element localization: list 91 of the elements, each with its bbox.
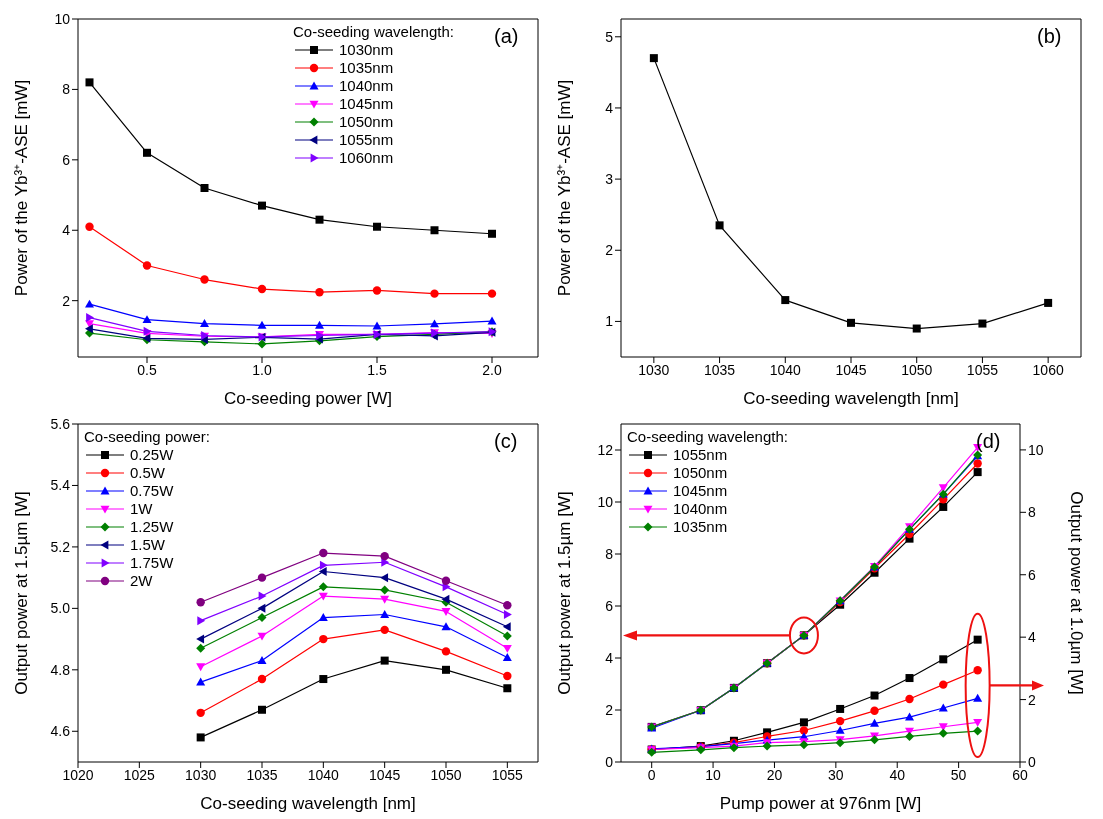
x-tick-label: 40 — [889, 766, 906, 783]
legend-label: 0.25W — [130, 446, 174, 464]
y-tick-label: 6 — [62, 151, 71, 168]
legend-label: 1040nm — [673, 500, 728, 518]
y2-tick-label: 8 — [1028, 504, 1036, 521]
legend-label: 1050nm — [339, 113, 394, 131]
x-tick-label: 1035 — [703, 361, 736, 378]
y-tick-label: 6 — [605, 597, 614, 614]
x-tick-label: 1035 — [246, 766, 278, 783]
x-tick-label: 1020 — [62, 766, 94, 783]
y2-tick-label: 10 — [1028, 441, 1044, 458]
y-tick-label: 2 — [605, 701, 614, 718]
x-tick-label: 2.0 — [482, 361, 502, 378]
x-tick-label: 1045 — [835, 361, 867, 378]
y-tick-label: 3 — [605, 171, 614, 188]
y-tick-label: 2 — [62, 292, 71, 309]
y-axis-title: Power of the Yb³⁺-ASE [mW] — [555, 79, 575, 297]
chart-title: (a) — [494, 25, 519, 48]
x-tick-label: 1050 — [901, 361, 933, 378]
y-axis-title: Output power at 1.5µm [W] — [555, 491, 575, 695]
legend-title: Co-seeding power: — [84, 428, 210, 446]
legend-label: 1050nm — [673, 464, 728, 482]
legend-label: 1055nm — [673, 446, 728, 464]
y-tick-label: 2 — [605, 242, 614, 259]
legend-label: 0.75W — [130, 482, 174, 500]
chart-title: (b) — [1037, 25, 1062, 48]
y-axis-title: Output power at 1.5µm [W] — [12, 491, 32, 695]
x-axis-title: Co-seeding wavelength [nm] — [743, 389, 959, 408]
x-tick-label: 20 — [766, 766, 783, 783]
legend-label: 1030nm — [339, 41, 394, 59]
x-tick-label: 10 — [705, 766, 722, 783]
y-tick-label: 1 — [605, 313, 614, 330]
x-tick-label: 0 — [647, 766, 656, 783]
legend-label: 1060nm — [339, 149, 394, 167]
y-tick-label: 0 — [605, 753, 614, 770]
x-tick-label: 1055 — [491, 766, 524, 783]
legend-label: 1055nm — [339, 131, 394, 149]
x-tick-label: 1.0 — [252, 361, 272, 378]
y2-tick-label: 0 — [1028, 753, 1036, 770]
x-tick-label: 50 — [950, 766, 967, 783]
y2-tick-label: 4 — [1028, 629, 1036, 646]
y-axis-title: Power of the Yb³⁺-ASE [mW] — [12, 79, 32, 297]
x-axis-title: Co-seeding wavelength [nm] — [200, 794, 416, 813]
x-axis-title: Pump power at 976nm [W] — [719, 794, 922, 813]
y-tick-label: 5.6 — [50, 415, 71, 432]
x-tick-label: 60 — [1012, 766, 1028, 783]
y-tick-label: 10 — [54, 10, 71, 27]
x-tick-label: 1040 — [307, 766, 340, 783]
y-tick-label: 12 — [597, 441, 614, 458]
y-tick-label: 10 — [597, 493, 614, 510]
x-axis-title: Co-seeding power [W] — [223, 389, 393, 408]
y-tick-label: 4 — [605, 99, 614, 116]
legend-label: 1.25W — [130, 518, 174, 536]
y2-tick-label: 6 — [1028, 566, 1036, 583]
legend-title: Co-seeding wavelength: — [293, 23, 454, 41]
legend-label: 1W — [130, 500, 153, 518]
y-tick-label: 5.2 — [50, 538, 71, 555]
x-tick-label: 1060 — [1032, 361, 1064, 378]
y-tick-label: 8 — [62, 81, 71, 98]
x-tick-label: 1050 — [430, 766, 462, 783]
y-tick-label: 5.0 — [50, 600, 71, 617]
x-tick-label: 30 — [828, 766, 844, 783]
x-tick-label: 1.5 — [367, 361, 387, 378]
y-tick-label: 4 — [605, 649, 614, 666]
legend-label: 1045nm — [673, 482, 728, 500]
y-tick-label: 4.6 — [50, 723, 71, 740]
legend-label: 1040nm — [339, 77, 394, 95]
y-tick-label: 4.8 — [50, 661, 71, 678]
y-tick-label: 8 — [605, 545, 614, 562]
y-tick-label: 5 — [605, 28, 614, 45]
x-tick-label: 1040 — [769, 361, 802, 378]
y-tick-label: 5.4 — [50, 477, 71, 494]
y-tick-label: 4 — [62, 222, 71, 239]
chart-title: (d) — [976, 430, 1001, 453]
chart-title: (c) — [494, 430, 518, 453]
legend-label: 2W — [130, 572, 153, 590]
x-tick-label: 1055 — [966, 361, 999, 378]
x-tick-label: 1045 — [369, 766, 401, 783]
legend-title: Co-seeding wavelength: — [627, 428, 788, 446]
x-tick-label: 1030 — [638, 361, 670, 378]
legend-label: 0.5W — [130, 464, 166, 482]
legend-label: 1035nm — [339, 59, 394, 77]
y2-tick-label: 2 — [1028, 691, 1036, 708]
legend-label: 1035nm — [673, 518, 728, 536]
legend-label: 1.5W — [130, 536, 166, 554]
x-tick-label: 1030 — [185, 766, 217, 783]
x-tick-label: 0.5 — [137, 361, 157, 378]
legend-label: 1045nm — [339, 95, 394, 113]
y2-axis-title: Output power at 1.0µm [W] — [1066, 491, 1086, 695]
legend-label: 1.75W — [130, 554, 174, 572]
x-tick-label: 1025 — [123, 766, 156, 783]
